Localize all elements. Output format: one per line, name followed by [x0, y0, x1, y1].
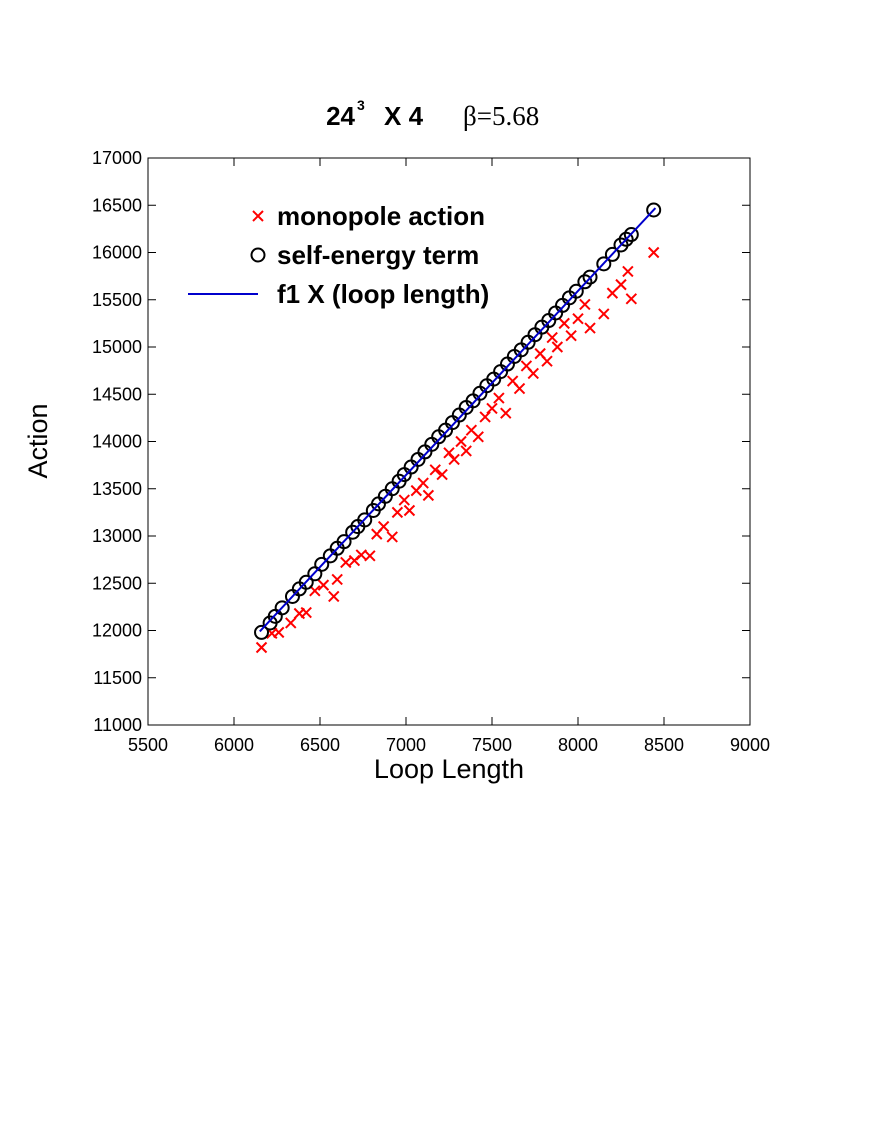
legend-label: self-energy term	[277, 240, 479, 270]
cross-marker	[565, 329, 577, 342]
cross-marker	[417, 477, 429, 489]
circle-marker	[314, 556, 330, 572]
x-tick-label: 9000	[730, 735, 770, 755]
cross-marker	[285, 617, 297, 629]
cross-marker	[364, 550, 376, 562]
x-tick-label: 6500	[300, 735, 340, 755]
cross-marker	[472, 431, 484, 443]
cross-marker	[572, 312, 584, 325]
title-beta: β=5.68	[463, 101, 539, 131]
y-tick-label: 17000	[92, 148, 142, 168]
cross-marker	[493, 392, 505, 404]
legend-label: f1 X (loop length)	[277, 279, 489, 309]
cross-marker	[391, 506, 404, 519]
cross-marker	[479, 411, 491, 423]
y-tick-label: 14500	[92, 384, 142, 404]
circle-marker	[274, 600, 290, 616]
x-axis-label: Loop Length	[374, 754, 524, 784]
cross-marker	[331, 573, 343, 586]
y-tick-label: 15500	[92, 290, 142, 310]
cross-marker	[584, 322, 596, 334]
cross-marker	[541, 355, 553, 367]
y-tick-label: 13000	[92, 526, 142, 546]
cross-marker	[255, 641, 268, 654]
x-tick-label: 5500	[128, 735, 168, 755]
cross-marker	[513, 382, 526, 395]
cross-marker	[460, 445, 472, 457]
cross-marker	[455, 435, 467, 448]
y-tick-label: 15000	[92, 337, 142, 357]
circle-marker	[254, 624, 270, 640]
cross-marker	[486, 402, 498, 415]
y-tick-label: 13500	[92, 479, 142, 499]
cross-marker	[403, 504, 416, 517]
y-axis-label: Action	[23, 403, 53, 478]
circle-marker	[568, 283, 584, 299]
cross-marker	[443, 447, 455, 459]
cross-marker	[546, 331, 558, 344]
title-superscript: 3	[357, 97, 365, 113]
cross-marker	[551, 341, 564, 353]
cross-marker	[328, 590, 340, 603]
x-tick-label: 6000	[214, 735, 254, 755]
circle-marker	[596, 256, 612, 272]
x-tick-label: 8000	[558, 735, 598, 755]
cross-marker	[579, 298, 591, 311]
x-tick-label: 7000	[386, 735, 426, 755]
cross-marker	[377, 520, 390, 533]
cross-marker	[273, 626, 285, 639]
cross-marker	[606, 287, 619, 299]
cross-marker	[448, 453, 460, 466]
legend-symbol	[250, 247, 266, 263]
circle-marker	[577, 274, 593, 290]
cross-marker	[300, 606, 312, 619]
circle-marker	[618, 231, 634, 247]
cross-marker	[527, 367, 539, 380]
y-tick-label: 11000	[93, 715, 142, 735]
cross-marker	[422, 489, 435, 502]
y-tick-label: 12000	[92, 621, 142, 641]
y-tick-label: 14000	[92, 432, 142, 452]
cross-marker	[386, 531, 398, 543]
circle-marker	[582, 269, 598, 285]
cross-marker	[622, 265, 634, 278]
cross-marker	[436, 468, 448, 481]
circle-marker	[623, 227, 639, 243]
y-tick-label: 16500	[92, 195, 142, 215]
x-tick-label: 7500	[472, 735, 512, 755]
circle-marker	[357, 512, 373, 528]
cross-marker	[647, 246, 660, 259]
circle-marker	[646, 202, 662, 218]
cross-marker	[340, 556, 352, 569]
legend-symbol	[252, 210, 264, 222]
cross-marker	[500, 407, 512, 419]
title-base: 24	[326, 101, 355, 131]
circle-marker	[604, 246, 620, 262]
cross-marker	[429, 464, 441, 476]
y-tick-label: 16000	[92, 243, 142, 263]
legend-label: monopole action	[277, 201, 485, 231]
cross-marker	[625, 293, 638, 305]
fit-line	[259, 207, 657, 633]
cross-marker	[615, 278, 627, 291]
y-tick-label: 12500	[92, 573, 142, 593]
x-tick-label: 8500	[644, 735, 684, 755]
circle-marker	[336, 534, 352, 550]
cross-marker	[398, 494, 410, 506]
cross-marker	[317, 579, 330, 591]
cross-marker	[598, 308, 610, 320]
circle-marker	[298, 574, 314, 590]
cross-marker	[558, 317, 570, 330]
title-rest: X 4	[384, 101, 424, 131]
y-tick-label: 11500	[93, 668, 142, 688]
